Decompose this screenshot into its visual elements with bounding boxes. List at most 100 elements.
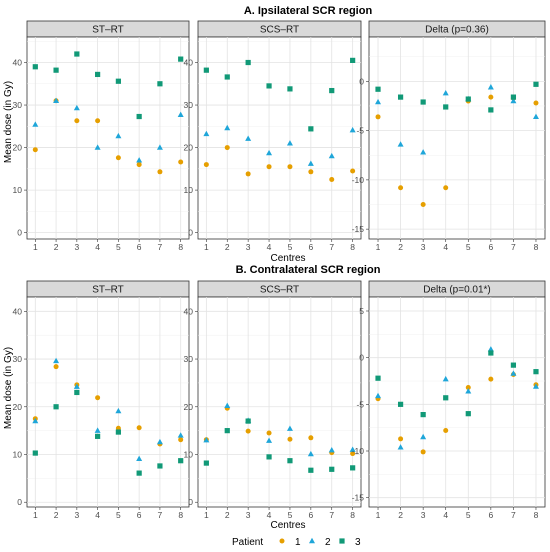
y-tick-label: 5 bbox=[359, 306, 364, 316]
point-patient-2 bbox=[32, 121, 39, 127]
point-patient-2 bbox=[245, 135, 252, 141]
point-patient-1 bbox=[350, 451, 356, 457]
point-patient-3 bbox=[420, 412, 426, 418]
y-axis-label-b: Mean dose (in Gy) bbox=[3, 347, 14, 429]
x-tick-label: 8 bbox=[350, 242, 355, 252]
point-patient-3 bbox=[397, 94, 404, 100]
y-tick-label: 20 bbox=[13, 402, 23, 412]
point-patient-3 bbox=[32, 450, 38, 456]
point-patient-2 bbox=[73, 383, 80, 389]
x-tick-label: 6 bbox=[137, 242, 142, 252]
y-tick-label: 40 bbox=[184, 58, 194, 68]
point-patient-2 bbox=[420, 149, 427, 155]
panel-5: SCS–RT 0 10 20 30 40 1 2 3 4 5 6 7 8 bbox=[184, 280, 362, 520]
y-tick-label: 0 bbox=[359, 353, 364, 363]
y-tick-label: 20 bbox=[13, 143, 23, 153]
x-tick-label: 5 bbox=[288, 242, 293, 252]
point-patient-3 bbox=[32, 64, 38, 70]
point-patient-1 bbox=[95, 395, 101, 401]
y-tick-label: 0 bbox=[188, 497, 193, 507]
point-patient-2 bbox=[349, 126, 356, 133]
point-patient-2 bbox=[94, 427, 101, 433]
point-patient-3 bbox=[245, 59, 251, 66]
point-patient-3 bbox=[203, 67, 209, 73]
point-patient-1 bbox=[287, 164, 293, 170]
point-patient-2 bbox=[115, 407, 122, 414]
y-tick-label: -15 bbox=[352, 224, 365, 234]
point-patient-3 bbox=[308, 126, 314, 132]
section-title-b: B. Contralateral SCR region bbox=[236, 264, 381, 276]
x-tick-label: 7 bbox=[329, 242, 334, 252]
strip-label: Delta (p=0.01*) bbox=[423, 285, 491, 296]
point-patient-1 bbox=[350, 168, 356, 174]
point-patient-3 bbox=[350, 465, 356, 471]
y-tick-label: 0 bbox=[188, 228, 193, 238]
point-patient-3 bbox=[95, 71, 101, 78]
point-patient-3 bbox=[397, 401, 404, 407]
legend-label: 1 bbox=[295, 537, 301, 548]
point-patient-2 bbox=[203, 436, 210, 443]
point-patient-2 bbox=[532, 113, 539, 120]
point-patient-1 bbox=[398, 436, 404, 442]
x-tick-label: 7 bbox=[511, 242, 516, 252]
point-patient-3 bbox=[224, 74, 230, 80]
x-tick-label: 5 bbox=[466, 242, 471, 252]
y-tick-label: 30 bbox=[13, 100, 23, 110]
point-patient-1 bbox=[178, 159, 184, 165]
point-patient-1 bbox=[32, 147, 38, 153]
point-patient-3 bbox=[266, 83, 272, 89]
point-patient-3 bbox=[510, 362, 517, 368]
point-patient-3 bbox=[53, 67, 59, 73]
point-patient-3 bbox=[53, 404, 59, 410]
point-patient-2 bbox=[156, 144, 163, 150]
x-tick-label: 1 bbox=[376, 242, 381, 252]
x-tick-label: 3 bbox=[421, 242, 426, 252]
point-patient-3 bbox=[329, 466, 335, 472]
point-patient-2 bbox=[420, 433, 427, 440]
panel-2: SCS–RT 0 10 20 30 40 1 2 3 4 5 6 7 8 bbox=[184, 20, 362, 252]
point-patient-3 bbox=[510, 94, 517, 100]
point-patient-1 bbox=[136, 425, 142, 431]
x-axis-label-b: Centres bbox=[270, 520, 305, 531]
point-patient-2 bbox=[53, 357, 60, 364]
panel-background bbox=[197, 296, 362, 508]
x-tick-label: 3 bbox=[246, 510, 251, 520]
x-tick-label: 7 bbox=[158, 510, 163, 520]
point-patient-3 bbox=[465, 411, 471, 417]
point-patient-3 bbox=[136, 113, 142, 120]
panel-3: Delta (p=0.36) -15 -10 -5 0 1 2 3 4 5 6 7 8 bbox=[352, 20, 546, 252]
y-tick-label: 0 bbox=[17, 228, 22, 238]
point-patient-2 bbox=[487, 84, 494, 90]
point-patient-1 bbox=[398, 185, 404, 191]
point-patient-1 bbox=[533, 100, 539, 106]
y-tick-label: 10 bbox=[184, 450, 194, 460]
y-tick-label: 10 bbox=[184, 185, 194, 195]
panel-6: Delta (p=0.01*) -15 -10 -5 0 5 1 2 3 4 5 6 7 8 bbox=[352, 280, 546, 520]
legend-marker-1 bbox=[279, 538, 285, 544]
point-patient-3 bbox=[224, 428, 230, 434]
x-tick-label: 1 bbox=[376, 510, 381, 520]
x-tick-label: 3 bbox=[421, 510, 426, 520]
y-tick-label: 40 bbox=[184, 306, 194, 316]
point-patient-2 bbox=[73, 104, 80, 111]
x-tick-label: 6 bbox=[137, 510, 142, 520]
point-patient-2 bbox=[510, 370, 517, 376]
point-patient-1 bbox=[488, 94, 494, 100]
point-patient-1 bbox=[115, 155, 121, 161]
point-patient-2 bbox=[177, 432, 184, 438]
panel-4: ST–RT 0 10 20 30 40 1 2 3 4 5 6 7 8 bbox=[13, 280, 190, 520]
point-patient-2 bbox=[442, 89, 449, 96]
y-tick-label: 30 bbox=[184, 100, 194, 110]
point-patient-2 bbox=[442, 375, 449, 382]
point-patient-1 bbox=[420, 449, 426, 455]
x-tick-label: 4 bbox=[95, 510, 100, 520]
strip-label: SCS–RT bbox=[260, 25, 299, 36]
point-patient-1 bbox=[420, 202, 426, 208]
points bbox=[375, 81, 539, 208]
legend-item-2: 2 bbox=[309, 537, 331, 548]
x-tick-label: 4 bbox=[443, 242, 448, 252]
legend-item-1: 1 bbox=[279, 537, 301, 548]
point-patient-1 bbox=[74, 118, 80, 124]
point-patient-2 bbox=[307, 450, 314, 457]
